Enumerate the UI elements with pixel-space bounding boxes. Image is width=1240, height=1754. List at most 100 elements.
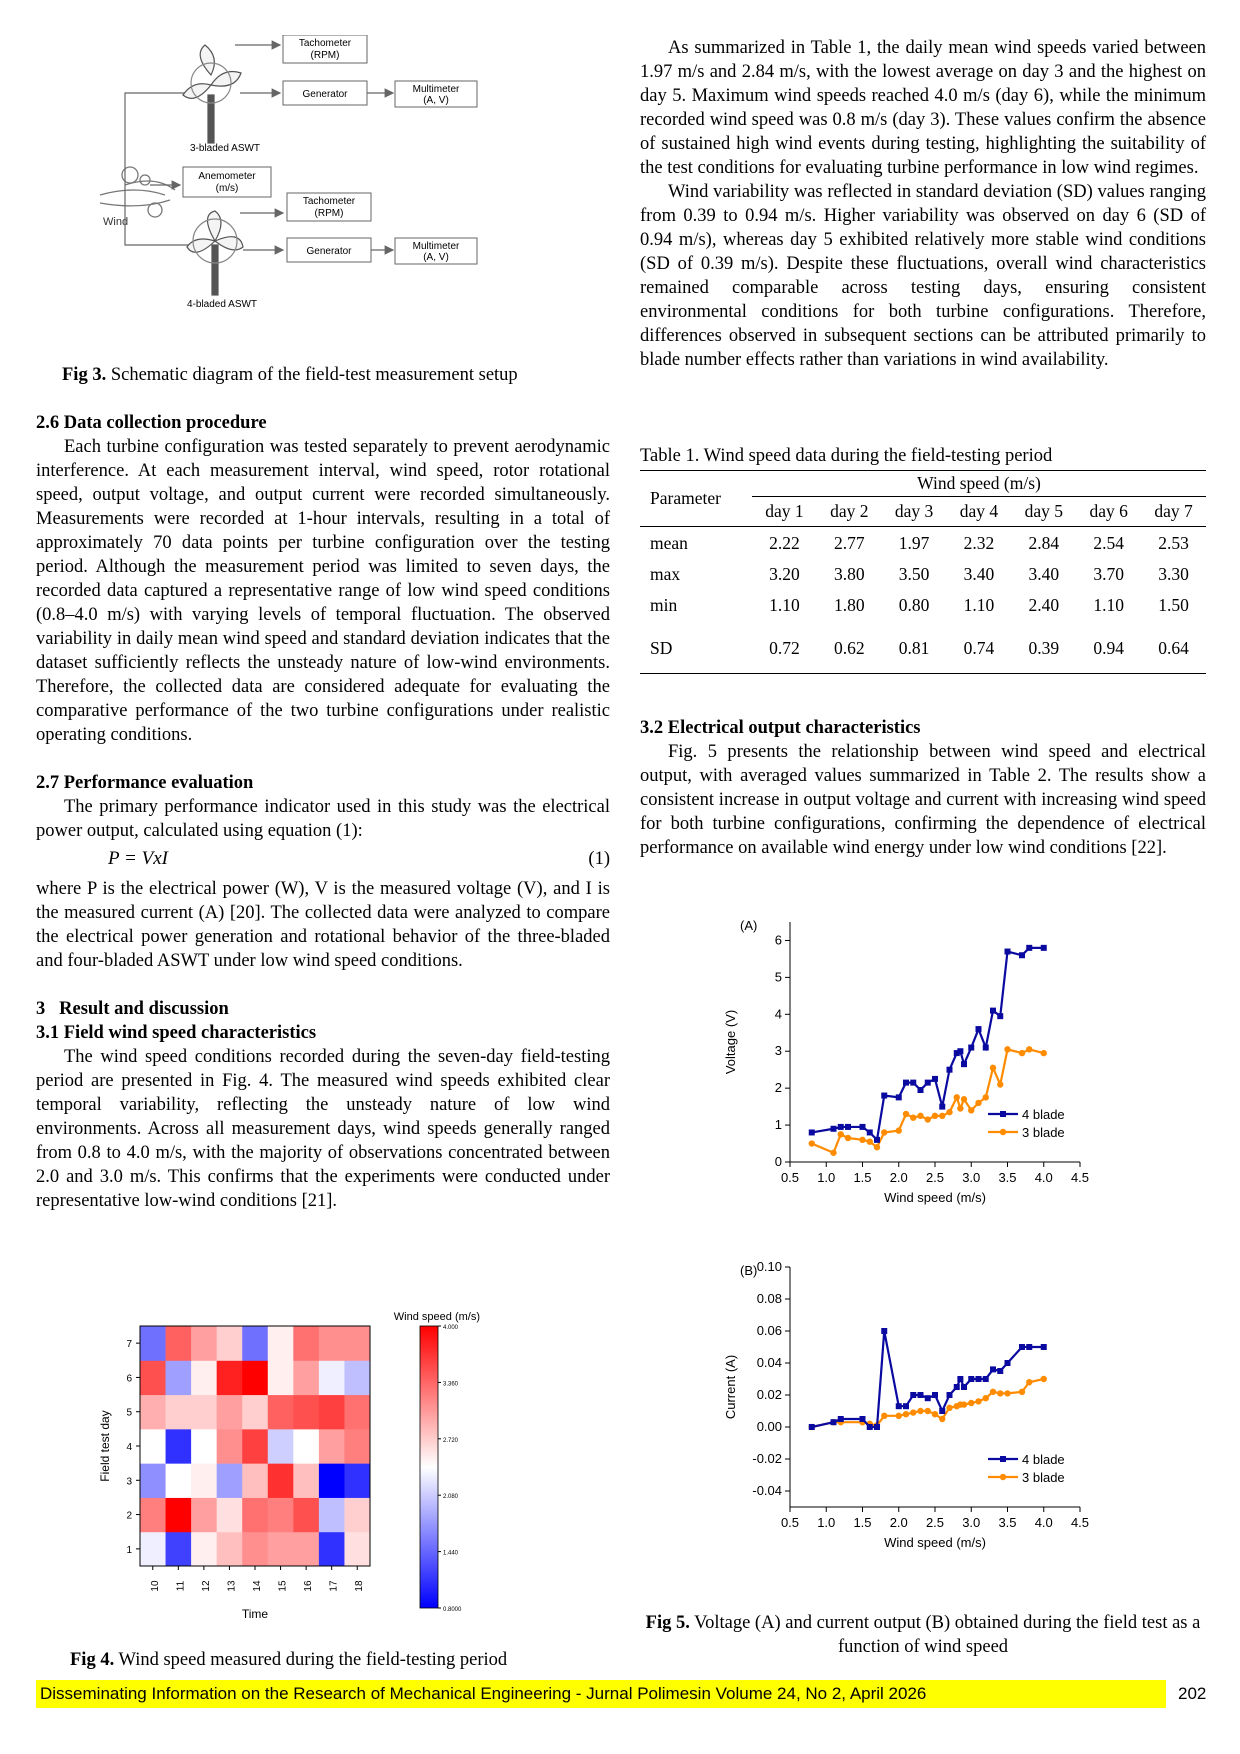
data-point bbox=[990, 1007, 996, 1014]
y-tick-label: 3 bbox=[126, 1476, 132, 1487]
section-3-heading: 3 Result and discussion bbox=[36, 999, 229, 1019]
data-point bbox=[990, 1366, 996, 1373]
data-point bbox=[902, 1411, 910, 1418]
day-header-6: day 6 bbox=[1089, 501, 1128, 521]
heatmap-cell bbox=[318, 1531, 345, 1567]
data-point bbox=[895, 1127, 902, 1134]
y-tick-label: 6 bbox=[126, 1373, 132, 1384]
heatmap-xlabel: Time bbox=[242, 1607, 269, 1621]
colorbar-tick-label: 4.000 bbox=[443, 1325, 459, 1331]
data-point bbox=[917, 1407, 924, 1415]
data-point bbox=[859, 1123, 866, 1130]
x-tick-label: 3.5 bbox=[998, 1515, 1016, 1530]
heatmap-cell bbox=[140, 1531, 167, 1567]
svg-text:Multimeter: Multimeter bbox=[413, 84, 460, 95]
heatmap-cell bbox=[344, 1326, 371, 1361]
data-point bbox=[845, 1123, 851, 1130]
section-2-7-heading: 2.7 Performance evaluation bbox=[36, 773, 254, 793]
svg-text:(m/s): (m/s) bbox=[216, 183, 239, 194]
data-point bbox=[961, 1061, 967, 1068]
colorbar-title: Wind speed (m/s) bbox=[394, 1311, 480, 1323]
table-cell: 3.40 bbox=[963, 564, 995, 584]
x-tick-label: 13 bbox=[226, 1580, 237, 1592]
data-point bbox=[957, 1048, 964, 1055]
heatmap-cell bbox=[216, 1531, 243, 1567]
x-tick-label: 2.0 bbox=[890, 1515, 908, 1530]
table-cell: 0.72 bbox=[769, 638, 800, 658]
data-point bbox=[859, 1416, 866, 1422]
data-point bbox=[953, 1094, 960, 1101]
data-point bbox=[866, 1138, 873, 1145]
heatmap-cell bbox=[293, 1326, 320, 1361]
series-line bbox=[811, 946, 1044, 1143]
data-point bbox=[808, 1129, 815, 1136]
heatmap-cell bbox=[267, 1497, 294, 1533]
y-tick-label: 0.04 bbox=[757, 1355, 782, 1370]
data-point bbox=[939, 1103, 946, 1110]
data-point bbox=[1018, 1388, 1026, 1395]
data-point bbox=[975, 1398, 982, 1405]
data-point bbox=[917, 1087, 924, 1093]
group-header: Wind speed (m/s) bbox=[752, 470, 1206, 497]
x-tick-label: 16 bbox=[303, 1580, 314, 1592]
y-tick-label: -0.04 bbox=[752, 1483, 782, 1498]
day-header-1: day 1 bbox=[765, 501, 804, 521]
data-point bbox=[932, 1392, 938, 1398]
data-point bbox=[960, 1401, 968, 1408]
table1-caption: Table 1. Wind speed data during the fiel… bbox=[640, 446, 1053, 466]
svg-text:Generator: Generator bbox=[302, 89, 348, 100]
table-cell: 1.10 bbox=[769, 595, 800, 615]
heatmap-cell bbox=[191, 1531, 218, 1567]
data-point bbox=[917, 1392, 924, 1398]
day-header-5: day 5 bbox=[1024, 501, 1063, 521]
colorbar-tick-label: 3.360 bbox=[443, 1381, 459, 1387]
heatmap-cell bbox=[242, 1394, 269, 1430]
svg-text:(RPM): (RPM) bbox=[311, 50, 340, 61]
heatmap-cell bbox=[344, 1531, 371, 1567]
data-point bbox=[946, 1404, 953, 1411]
row-label: mean bbox=[650, 533, 688, 553]
day-header-3: day 3 bbox=[894, 501, 934, 521]
heatmap-cell bbox=[140, 1463, 167, 1498]
section-2-6-text: Each turbine configuration was tested se… bbox=[36, 437, 610, 745]
data-point bbox=[830, 1125, 837, 1132]
row-label: max bbox=[650, 564, 681, 584]
section-2-7-text: The primary performance indicator used i… bbox=[36, 797, 610, 841]
data-point bbox=[953, 1050, 960, 1057]
data-point bbox=[808, 1140, 815, 1147]
data-point bbox=[989, 1064, 997, 1072]
x-tick-label: 3.5 bbox=[998, 1170, 1016, 1185]
heatmap-cell bbox=[165, 1394, 192, 1430]
x-tick-label: 12 bbox=[201, 1580, 212, 1592]
table-row: min 1.10 1.80 0.80 1.10 2.40 1.10 1.50 bbox=[640, 589, 1206, 620]
heatmap-cell bbox=[267, 1326, 294, 1361]
heatmap-cell bbox=[165, 1428, 192, 1464]
turbine-4-blade-icon bbox=[186, 210, 244, 296]
table-cell: 3.30 bbox=[1158, 564, 1189, 584]
data-point bbox=[1026, 944, 1033, 951]
x-tick-label: 1.5 bbox=[853, 1170, 871, 1185]
heatmap-cell bbox=[242, 1531, 269, 1567]
svg-text:(RPM): (RPM) bbox=[315, 208, 344, 219]
heatmap-cell bbox=[140, 1428, 167, 1464]
heatmap-cell bbox=[165, 1463, 192, 1498]
table-cell: 1.80 bbox=[833, 595, 865, 615]
x-tick-label: 4.5 bbox=[1071, 1170, 1089, 1185]
y-tick-label: 0.06 bbox=[757, 1323, 782, 1338]
fig3-caption: Fig 3. Schematic diagram of the field-te… bbox=[62, 365, 518, 385]
x-tick-label: 2.0 bbox=[890, 1170, 908, 1185]
data-point bbox=[917, 1112, 924, 1120]
y-tick-label: -0.02 bbox=[752, 1451, 782, 1466]
heatmap-cell bbox=[318, 1428, 345, 1464]
svg-text:3-bladed ASWT: 3-bladed ASWT bbox=[190, 143, 260, 154]
colorbar-tick-label: 2.720 bbox=[443, 1438, 459, 1444]
x-tick-label: 4.0 bbox=[1035, 1515, 1053, 1530]
x-axis-label: Wind speed (m/s) bbox=[884, 1535, 986, 1550]
data-point bbox=[1004, 1046, 1011, 1053]
data-point bbox=[924, 1079, 931, 1086]
svg-text:Multimeter: Multimeter bbox=[413, 241, 460, 252]
x-tick-label: 4.0 bbox=[1035, 1170, 1053, 1185]
data-point bbox=[982, 1044, 989, 1051]
data-point bbox=[989, 1388, 997, 1395]
journal-footer: Disseminating Information on the Researc… bbox=[36, 1680, 1166, 1708]
